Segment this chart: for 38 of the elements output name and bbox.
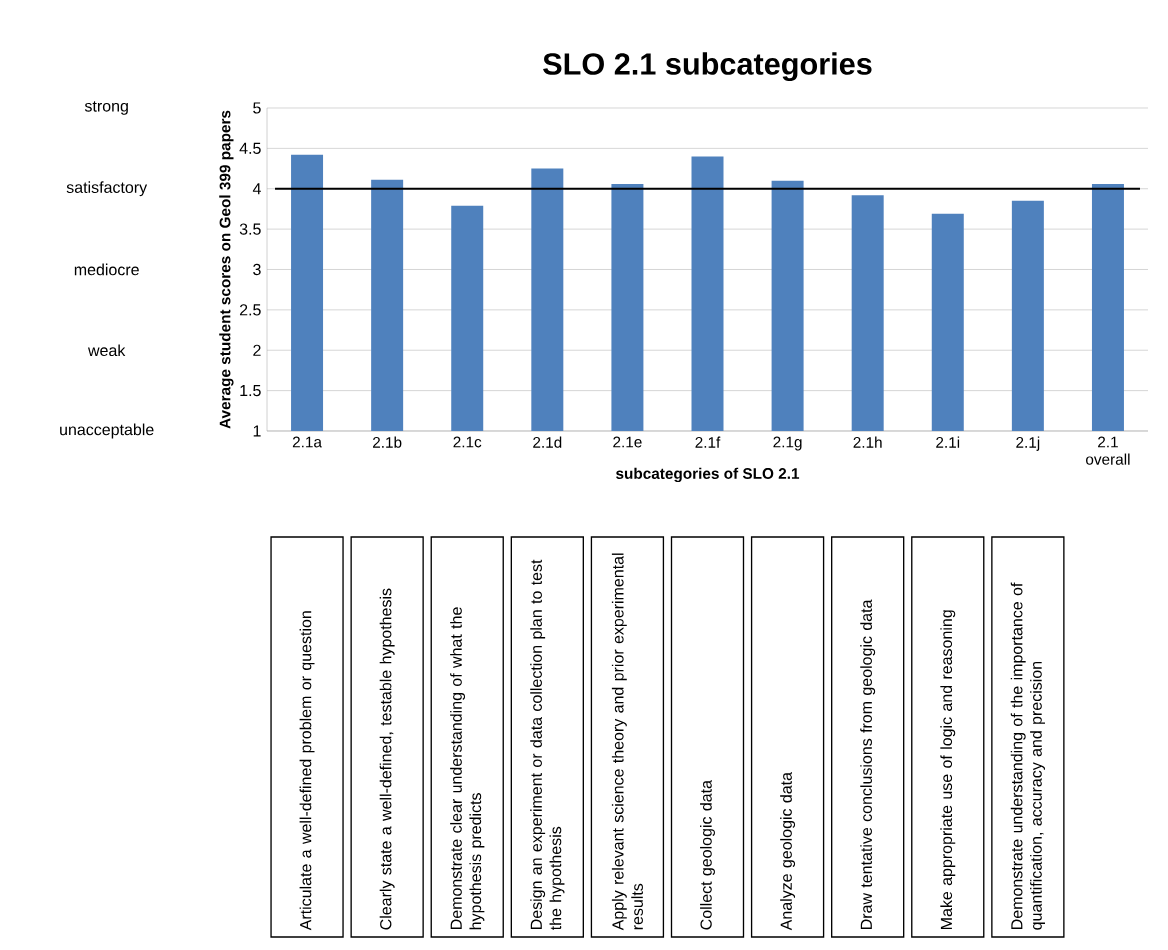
y-tick-label: 2 [253, 344, 261, 356]
y-axis-title: Average student scores on Geol 399 papers [219, 110, 234, 429]
text: Make appropriate use of logic and reasoning [940, 610, 956, 929]
x-tick-label: 2.1h [853, 436, 882, 448]
text: weak [87, 344, 126, 357]
y-tick-label: 4 [252, 183, 261, 195]
text: Clearly state a well-defined, testable hypothesis [379, 588, 395, 930]
y-tick-label: 3.5 [239, 223, 261, 235]
text: Demonstrate understanding of the importance of quantification, accuracy and precision [1010, 582, 1045, 930]
text: unacceptable [60, 423, 154, 439]
text: strong [84, 101, 128, 115]
x-tick-label: 2.1 overall [1086, 436, 1130, 465]
x-tick-label: 2.1e [613, 436, 642, 448]
y-tick-label: 3 [253, 263, 261, 276]
x-tick-label: 2.1i [936, 436, 960, 448]
text: Demonstrate clear understanding of what the hypothesis predicts [450, 607, 485, 930]
y-tick-label: 1 [253, 425, 261, 437]
text: Design an experiment or data collection plan to test the hypothesis [530, 559, 565, 931]
x-tick-label: 2.1f [695, 436, 721, 448]
x-tick-label: 2.1a [292, 436, 322, 448]
text: Articulate a well-defined problem or question [299, 611, 315, 931]
text: Draw tentative conclusions from geologic data [860, 599, 876, 929]
x-tick-label: 2.1d [533, 436, 562, 448]
x-axis-title: subcategories of SLO 2.1 [616, 467, 800, 483]
y-tick-label: 1.5 [240, 385, 261, 397]
x-tick-label: 2.1b [372, 436, 402, 448]
text: satisfactory [66, 181, 148, 197]
y-tick-label: 5 [253, 102, 261, 114]
y-tick-label: 4.5 [239, 142, 261, 154]
text: Analyze geologic data [780, 772, 796, 931]
text: mediocre [74, 263, 139, 276]
x-tick-label: 2.1g [773, 436, 802, 451]
x-tick-label: 2.1c [453, 436, 482, 448]
text: Apply relevant science theory and prior experimental results [611, 553, 643, 931]
x-tick-label: 2.1j [1016, 436, 1040, 451]
text: Collect geologic data [700, 780, 715, 930]
chart-title: SLO 2.1 subcategories [543, 52, 872, 82]
y-tick-label: 2.5 [239, 304, 261, 316]
